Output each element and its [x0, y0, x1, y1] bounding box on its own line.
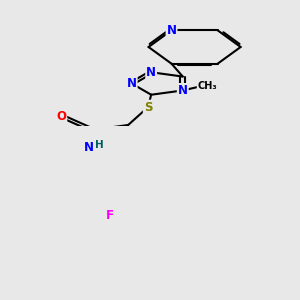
- Text: S: S: [144, 100, 152, 114]
- Text: N: N: [84, 141, 94, 154]
- Text: CH₃: CH₃: [198, 81, 217, 91]
- Text: N: N: [167, 24, 176, 37]
- Text: N: N: [178, 84, 188, 97]
- Text: N: N: [146, 66, 156, 79]
- Text: F: F: [106, 209, 114, 222]
- Text: H: H: [94, 140, 103, 150]
- Text: N: N: [127, 77, 137, 90]
- Text: O: O: [56, 110, 66, 122]
